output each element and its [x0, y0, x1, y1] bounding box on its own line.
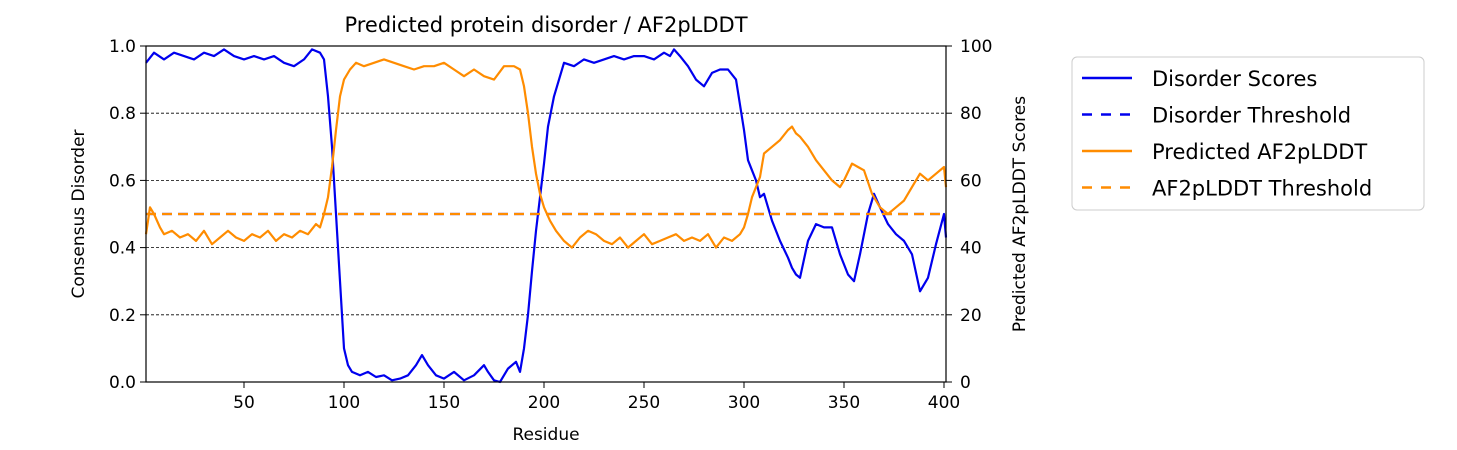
legend-label-2: Predicted AF2pLDDT — [1152, 140, 1367, 164]
x-tick-label-1: 100 — [328, 393, 360, 413]
plot-frame — [145, 45, 947, 383]
left-tick-label-4: 0.8 — [109, 104, 136, 124]
left-tick-label-0: 0.0 — [109, 373, 136, 393]
left-tick-label-2: 0.4 — [109, 239, 136, 259]
chart-title: Predicted protein disorder / AF2pLDDT — [344, 13, 747, 37]
right-tick-label-4: 80 — [960, 104, 982, 124]
left-tick-label-5: 1.0 — [109, 37, 136, 57]
series-line-2 — [144, 58, 948, 249]
right-y-axis-label: Predicted AF2pLDDT Scores — [1010, 96, 1030, 332]
right-tick-label-0: 0 — [960, 373, 971, 393]
x-tick-label-0: 50 — [233, 393, 255, 413]
x-tick-label-3: 200 — [528, 393, 560, 413]
left-tick-label-3: 0.6 — [109, 171, 136, 191]
legend-box — [1071, 56, 1425, 211]
left-y-axis-label: Consensus Disorder — [69, 129, 89, 298]
right-tick-label-3: 60 — [960, 171, 982, 191]
x-tick-label-4: 250 — [628, 393, 660, 413]
right-tick-label-1: 20 — [960, 306, 982, 326]
legend-label-1: Disorder Threshold — [1152, 104, 1351, 128]
left-tick-label-1: 0.2 — [109, 306, 136, 326]
right-tick-label-2: 40 — [960, 239, 982, 259]
right-axis-ticks: 0 20 40 60 80 100 — [946, 37, 992, 393]
x-tick-label-2: 150 — [428, 393, 460, 413]
legend-label-0: Disorder Scores — [1152, 67, 1317, 91]
right-tick-label-5: 100 — [960, 37, 992, 57]
legend-label-3: AF2pLDDT Threshold — [1152, 177, 1372, 201]
x-axis-ticks: 50 100 150 200 250 300 350 400 — [233, 382, 960, 413]
gridlines — [146, 112, 946, 316]
x-tick-label-7: 400 — [928, 393, 960, 413]
x-tick-label-5: 300 — [728, 393, 760, 413]
x-tick-label-6: 350 — [828, 393, 860, 413]
series-line-0 — [145, 48, 948, 384]
series-lines — [144, 48, 948, 384]
left-axis-ticks: 0.0 0.2 0.4 0.6 0.8 1.0 — [109, 37, 146, 393]
legend: Disorder Scores Disorder Threshold Predict… — [1071, 56, 1425, 211]
x-axis-label: Residue — [512, 425, 579, 445]
